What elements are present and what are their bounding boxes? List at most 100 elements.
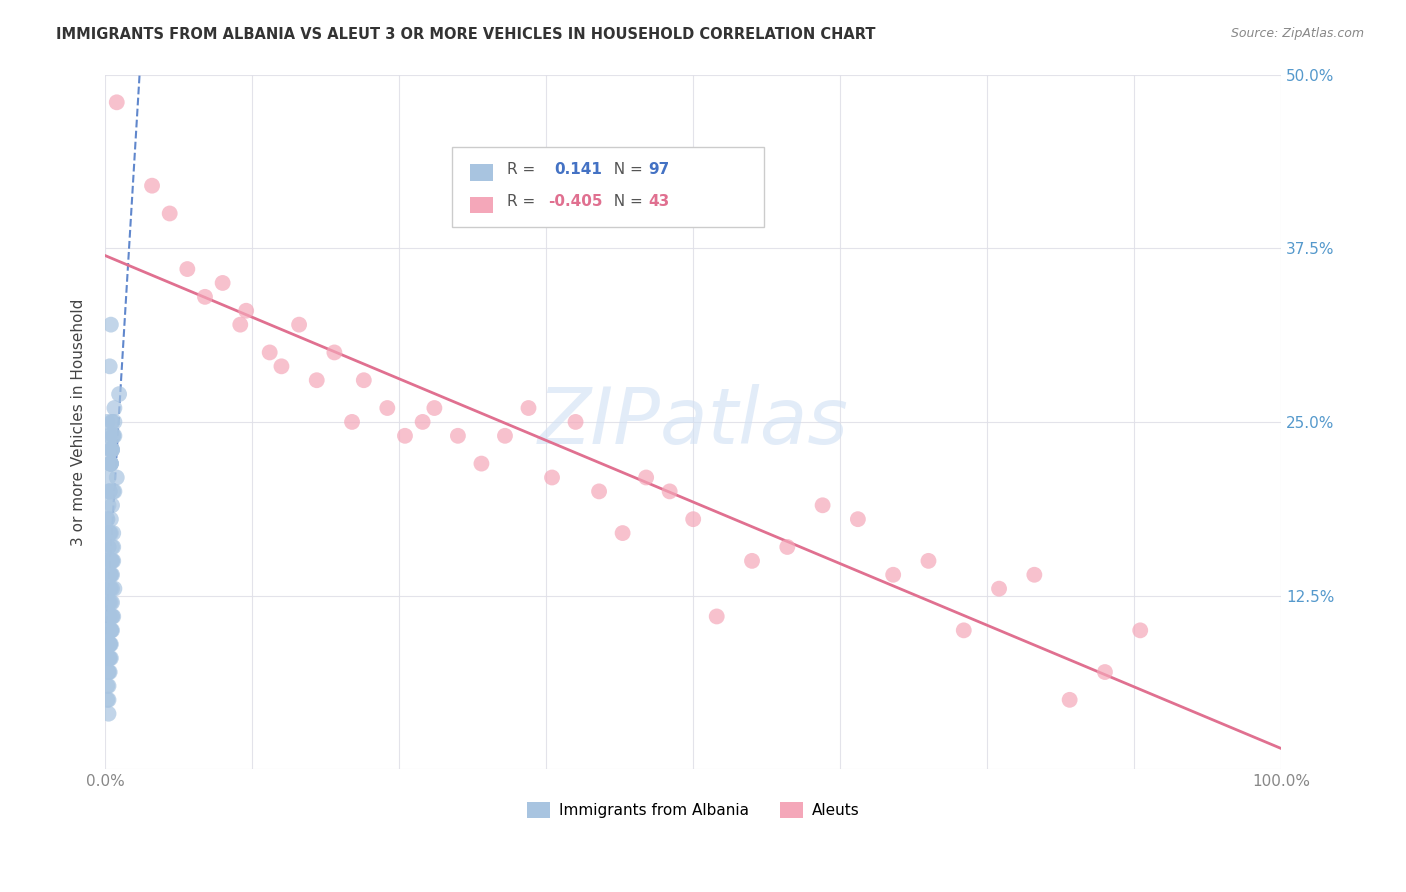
Point	[98, 567, 121, 582]
Point	[97, 706, 120, 721]
Point	[97, 484, 120, 499]
FancyBboxPatch shape	[470, 164, 494, 181]
Point	[101, 498, 124, 512]
Point	[100, 567, 122, 582]
Point	[305, 373, 328, 387]
Point	[103, 429, 125, 443]
Point	[97, 651, 120, 665]
Point	[1129, 624, 1152, 638]
Point	[375, 401, 398, 415]
Point	[176, 262, 198, 277]
Point	[98, 526, 121, 541]
Point	[288, 318, 311, 332]
Point	[100, 651, 122, 665]
Point	[103, 429, 125, 443]
Point	[1024, 567, 1046, 582]
Point	[100, 624, 122, 638]
Point	[100, 457, 122, 471]
Point	[96, 415, 118, 429]
Point	[353, 373, 375, 387]
Point	[1059, 693, 1081, 707]
Point	[101, 442, 124, 457]
Point	[103, 484, 125, 499]
Point	[98, 609, 121, 624]
Point	[101, 442, 124, 457]
Point	[97, 429, 120, 443]
Point	[98, 637, 121, 651]
FancyBboxPatch shape	[453, 147, 763, 227]
Point	[98, 637, 121, 651]
Point	[658, 484, 681, 499]
Point	[96, 679, 118, 693]
Point	[103, 582, 125, 596]
Point	[97, 665, 120, 679]
Text: N =: N =	[603, 194, 647, 209]
Point	[98, 637, 121, 651]
Legend: Immigrants from Albania, Aleuts: Immigrants from Albania, Aleuts	[520, 796, 866, 824]
Point	[100, 554, 122, 568]
Point	[100, 624, 122, 638]
Point	[103, 554, 125, 568]
Point	[97, 624, 120, 638]
Point	[541, 470, 564, 484]
Text: 0.141: 0.141	[554, 162, 602, 178]
Point	[97, 540, 120, 554]
Point	[98, 359, 121, 374]
Point	[97, 567, 120, 582]
Point	[100, 567, 122, 582]
Point	[97, 665, 120, 679]
Point	[105, 95, 128, 110]
Point	[100, 596, 122, 610]
Point	[97, 596, 120, 610]
Point	[96, 512, 118, 526]
Point	[100, 624, 122, 638]
Point	[882, 567, 904, 582]
Point	[988, 582, 1011, 596]
Point	[97, 470, 120, 484]
Point	[96, 554, 118, 568]
Point	[98, 651, 121, 665]
Point	[98, 665, 121, 679]
Point	[100, 442, 122, 457]
Point	[103, 401, 125, 415]
Point	[96, 637, 118, 651]
Point	[229, 318, 252, 332]
Point	[100, 457, 122, 471]
Point	[100, 318, 122, 332]
Point	[98, 596, 121, 610]
Text: -0.405: -0.405	[548, 194, 603, 209]
Point	[97, 679, 120, 693]
Point	[108, 387, 131, 401]
Point	[98, 582, 121, 596]
Text: 43: 43	[648, 194, 669, 209]
Point	[494, 429, 516, 443]
Point	[588, 484, 610, 499]
Point	[100, 457, 122, 471]
Point	[340, 415, 363, 429]
Point	[98, 484, 121, 499]
Point	[103, 540, 125, 554]
Point	[98, 651, 121, 665]
Point	[98, 484, 121, 499]
Point	[100, 457, 122, 471]
Point	[98, 637, 121, 651]
Point	[100, 526, 122, 541]
Point	[101, 415, 124, 429]
Point	[97, 651, 120, 665]
Point	[97, 624, 120, 638]
Text: R =: R =	[508, 162, 546, 178]
Point	[101, 540, 124, 554]
Point	[97, 651, 120, 665]
Point	[101, 567, 124, 582]
Text: 97: 97	[648, 162, 669, 178]
Point	[159, 206, 181, 220]
Point	[103, 526, 125, 541]
Point	[141, 178, 163, 193]
Point	[103, 609, 125, 624]
Text: N =: N =	[603, 162, 647, 178]
Point	[270, 359, 292, 374]
Point	[96, 693, 118, 707]
Point	[97, 582, 120, 596]
Point	[100, 512, 122, 526]
Point	[741, 554, 763, 568]
